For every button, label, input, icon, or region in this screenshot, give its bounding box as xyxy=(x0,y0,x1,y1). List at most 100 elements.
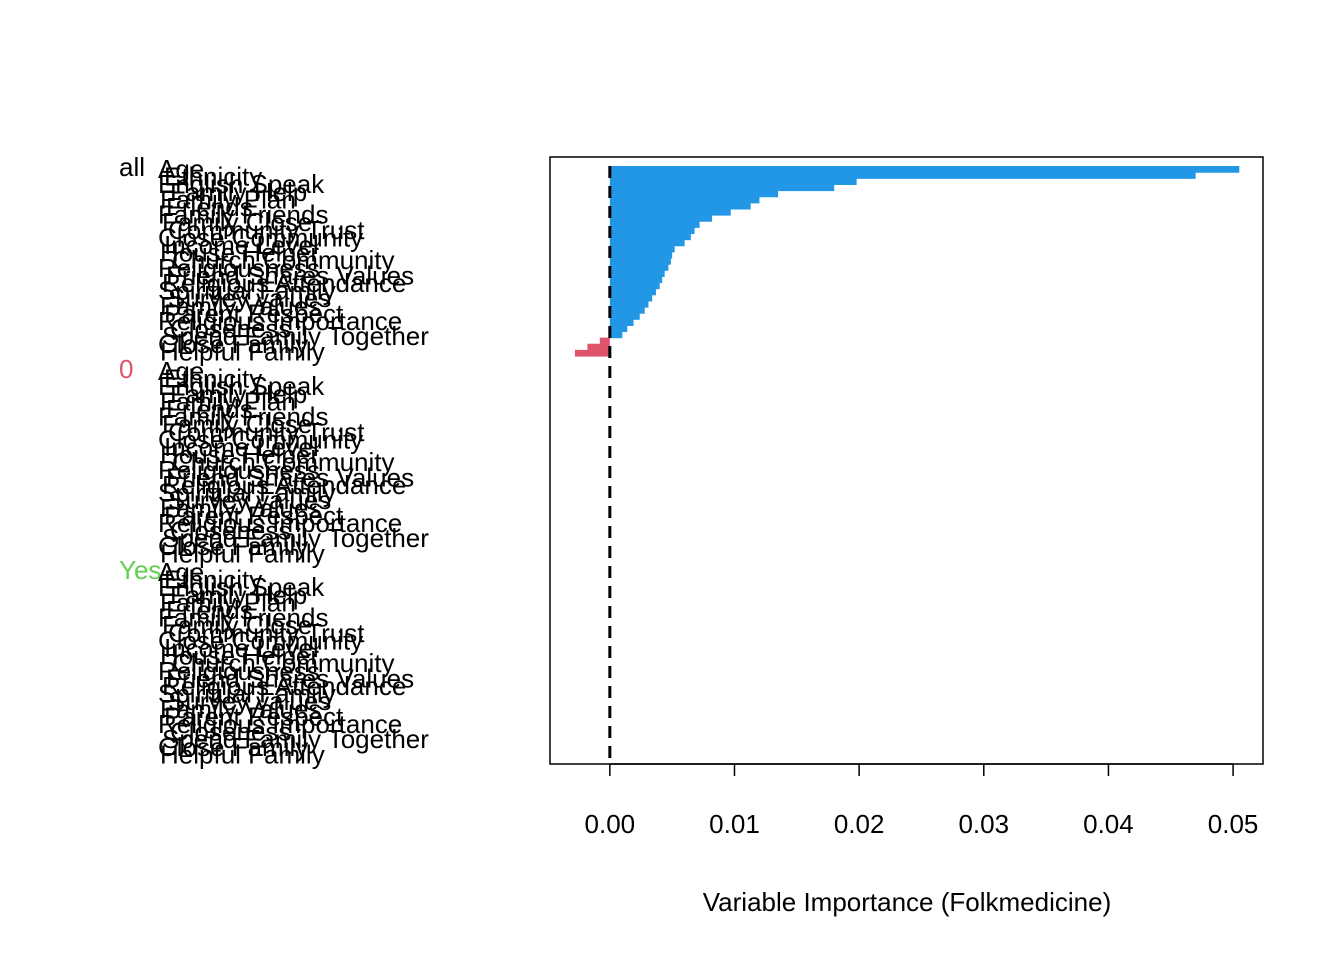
bar xyxy=(609,313,640,320)
bar xyxy=(609,264,669,271)
bar xyxy=(609,208,731,216)
bar xyxy=(609,184,835,192)
variable-label: Religiousness xyxy=(158,253,320,283)
variable-label: Spend Family Together xyxy=(162,321,429,351)
variable-label: Spend Family Together xyxy=(162,724,429,754)
bar xyxy=(609,282,660,290)
group-label: all xyxy=(119,152,145,182)
variable-label: Age xyxy=(158,557,204,587)
variable-label: Helpful Family xyxy=(160,336,325,366)
group-label: Yes xyxy=(119,555,161,585)
variable-label: Religious Importance xyxy=(158,306,402,336)
variable-label: Community Trust xyxy=(168,618,365,648)
variable-label: House Helper xyxy=(160,238,319,268)
variable-label: Age xyxy=(158,356,204,386)
variable-label: Friend Shares Values xyxy=(166,663,414,693)
variable-label: Helpful Family xyxy=(160,538,325,568)
bar xyxy=(609,300,649,308)
bar xyxy=(609,319,634,326)
bar xyxy=(609,172,1196,179)
bar xyxy=(609,166,1240,173)
variable-label: Family Values xyxy=(160,493,321,523)
variable-label: Close Family xyxy=(158,531,308,561)
x-tick-label: 0.02 xyxy=(834,809,885,839)
variable-label: English Speak xyxy=(158,169,325,199)
variable-label: Friends xyxy=(166,595,253,625)
variable-label: Church Community xyxy=(172,447,395,477)
variable-label: Family Values xyxy=(160,694,321,724)
variable-label: Survey values xyxy=(168,283,331,313)
axis-layer: 0.00 0.01 0.02 0.03 0.04 0.05 xyxy=(549,156,1264,839)
variable-label: Family Help xyxy=(170,580,307,610)
bar xyxy=(587,343,610,351)
variable-label: Spiritual Family xyxy=(158,478,336,508)
variable-label: Family Plan xyxy=(160,587,296,617)
variable-label: Family Plan xyxy=(160,386,296,416)
bar xyxy=(609,178,857,185)
bars-layer xyxy=(574,166,1240,357)
variable-label: Close Family xyxy=(158,732,308,762)
x-axis-title: Variable Importance (Folkmedicine) xyxy=(703,887,1111,917)
variable-label: Income Level xyxy=(164,432,319,462)
variable-label: Friends xyxy=(166,192,253,222)
variable-label: Helpful Family xyxy=(160,739,325,769)
variable-label: Church Community xyxy=(172,245,395,275)
variable-label: Parent Respect xyxy=(164,500,344,530)
variable-label: Ethnicity xyxy=(164,364,262,394)
variable-label: Family Values xyxy=(160,291,321,321)
variable-label: Income Level xyxy=(164,633,319,663)
variable-label: Ethnicity xyxy=(164,565,262,595)
bar xyxy=(609,221,700,228)
variable-label: Religious Importance xyxy=(158,508,402,538)
variable-label: Family Help xyxy=(170,379,307,409)
variable-label: Religious Attendance xyxy=(162,671,406,701)
bar xyxy=(609,270,665,277)
bar xyxy=(609,190,779,198)
x-tick-label: 0.01 xyxy=(709,809,760,839)
variable-label: English Speak xyxy=(158,572,325,602)
bar xyxy=(609,245,675,253)
variable-label: Close Community xyxy=(158,625,363,655)
variable-label: Family Close xyxy=(162,409,312,439)
variable-label: Close Family xyxy=(158,329,308,359)
bar xyxy=(609,233,691,241)
variable-label: Spend Family Together xyxy=(162,523,429,553)
bar xyxy=(609,251,673,259)
variable-label: House Helper xyxy=(160,641,319,671)
x-tick-label: 0.04 xyxy=(1083,809,1134,839)
bar xyxy=(609,227,695,235)
variable-label: Survey values xyxy=(168,686,331,716)
x-tick-label: 0.03 xyxy=(958,809,1009,839)
variable-label: Survey values xyxy=(168,485,331,515)
variable-label: Religiousness xyxy=(158,455,320,485)
bar xyxy=(609,196,760,204)
variable-label: Close Community xyxy=(158,424,363,454)
variable-label: Family Close xyxy=(162,207,312,237)
variable-label: Family Plan xyxy=(160,184,296,214)
bar xyxy=(609,215,713,222)
variable-label: English Speak xyxy=(158,371,325,401)
bar xyxy=(609,325,628,333)
bar xyxy=(599,337,610,345)
variable-label: Closeness xyxy=(170,516,291,546)
variable-label: Family Friends xyxy=(158,200,328,230)
variable-label: Closeness xyxy=(170,314,291,344)
variable-label: Religious Importance xyxy=(158,709,402,739)
variable-label: Ethnicity xyxy=(164,162,262,192)
bar xyxy=(609,306,645,314)
bar xyxy=(609,276,663,284)
variable-label: Spiritual Family xyxy=(158,276,336,306)
bar xyxy=(609,239,685,247)
variable-label: Family Friends xyxy=(158,603,328,633)
variable-label: Friends xyxy=(166,394,253,424)
variable-label: Religious Attendance xyxy=(162,470,406,500)
variable-label: Spiritual Family xyxy=(158,679,336,709)
bar xyxy=(609,294,653,302)
variable-label: Closeness xyxy=(170,717,291,747)
variable-label: Religiousness xyxy=(158,656,320,686)
group-label: 0 xyxy=(119,354,133,384)
x-tick-label: 0.05 xyxy=(1208,809,1259,839)
